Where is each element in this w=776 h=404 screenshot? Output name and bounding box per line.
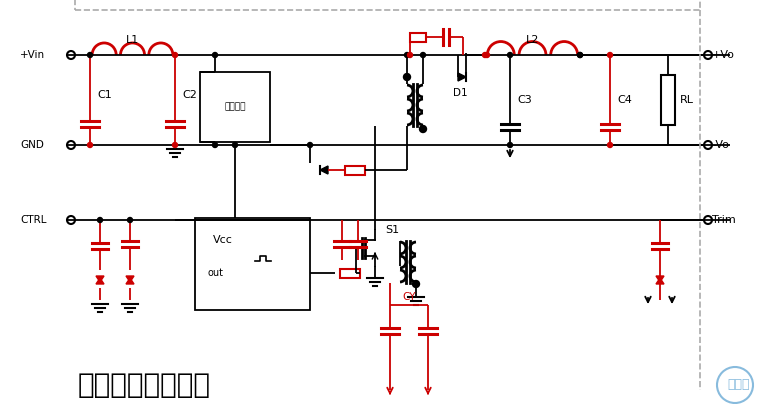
Circle shape <box>127 217 133 223</box>
Bar <box>75 0 700 10</box>
Text: CY: CY <box>402 292 416 302</box>
Circle shape <box>608 53 612 57</box>
Text: C4: C4 <box>617 95 632 105</box>
Bar <box>340 269 360 278</box>
Text: CTRL: CTRL <box>20 215 47 225</box>
Text: L1: L1 <box>126 35 139 45</box>
Bar <box>195 218 310 310</box>
Circle shape <box>307 143 313 147</box>
Polygon shape <box>320 166 328 174</box>
Bar <box>410 32 426 42</box>
Text: 产品内部简单电路: 产品内部简单电路 <box>78 371 211 399</box>
Text: L2: L2 <box>526 35 539 45</box>
Circle shape <box>407 53 413 57</box>
Text: S1: S1 <box>385 225 399 235</box>
Circle shape <box>420 126 427 133</box>
Text: out: out <box>207 268 223 278</box>
Bar <box>661 75 675 125</box>
Circle shape <box>421 53 425 57</box>
Circle shape <box>88 53 92 57</box>
Text: GND: GND <box>20 140 44 150</box>
Polygon shape <box>126 276 134 282</box>
Polygon shape <box>656 276 664 282</box>
Circle shape <box>577 53 583 57</box>
Circle shape <box>508 143 512 147</box>
Circle shape <box>172 53 178 57</box>
Text: Trim: Trim <box>712 215 736 225</box>
Circle shape <box>213 143 217 147</box>
Circle shape <box>508 53 512 57</box>
Circle shape <box>413 280 420 288</box>
Circle shape <box>233 143 237 147</box>
Polygon shape <box>458 73 466 81</box>
Circle shape <box>98 217 102 223</box>
Text: C2: C2 <box>182 90 197 100</box>
Text: 日月辰: 日月辰 <box>728 379 750 391</box>
Circle shape <box>483 53 487 57</box>
Text: C1: C1 <box>97 90 112 100</box>
Text: +Vo: +Vo <box>712 50 735 60</box>
Polygon shape <box>96 276 104 282</box>
Polygon shape <box>656 278 664 284</box>
Circle shape <box>172 143 178 147</box>
Text: D1: D1 <box>452 88 467 98</box>
Circle shape <box>213 53 217 57</box>
Circle shape <box>577 53 583 57</box>
Bar <box>345 166 365 175</box>
Circle shape <box>484 53 490 57</box>
Circle shape <box>88 143 92 147</box>
Circle shape <box>608 143 612 147</box>
Text: RL: RL <box>680 95 694 105</box>
Text: -Vo: -Vo <box>712 140 729 150</box>
Bar <box>200 72 270 142</box>
Polygon shape <box>126 278 134 284</box>
Circle shape <box>404 53 410 57</box>
Polygon shape <box>96 278 104 284</box>
Text: +Vin: +Vin <box>20 50 45 60</box>
Text: Vcc: Vcc <box>213 235 233 245</box>
Text: 启动电路: 启动电路 <box>224 103 246 112</box>
Circle shape <box>404 74 411 80</box>
Text: C3: C3 <box>517 95 532 105</box>
